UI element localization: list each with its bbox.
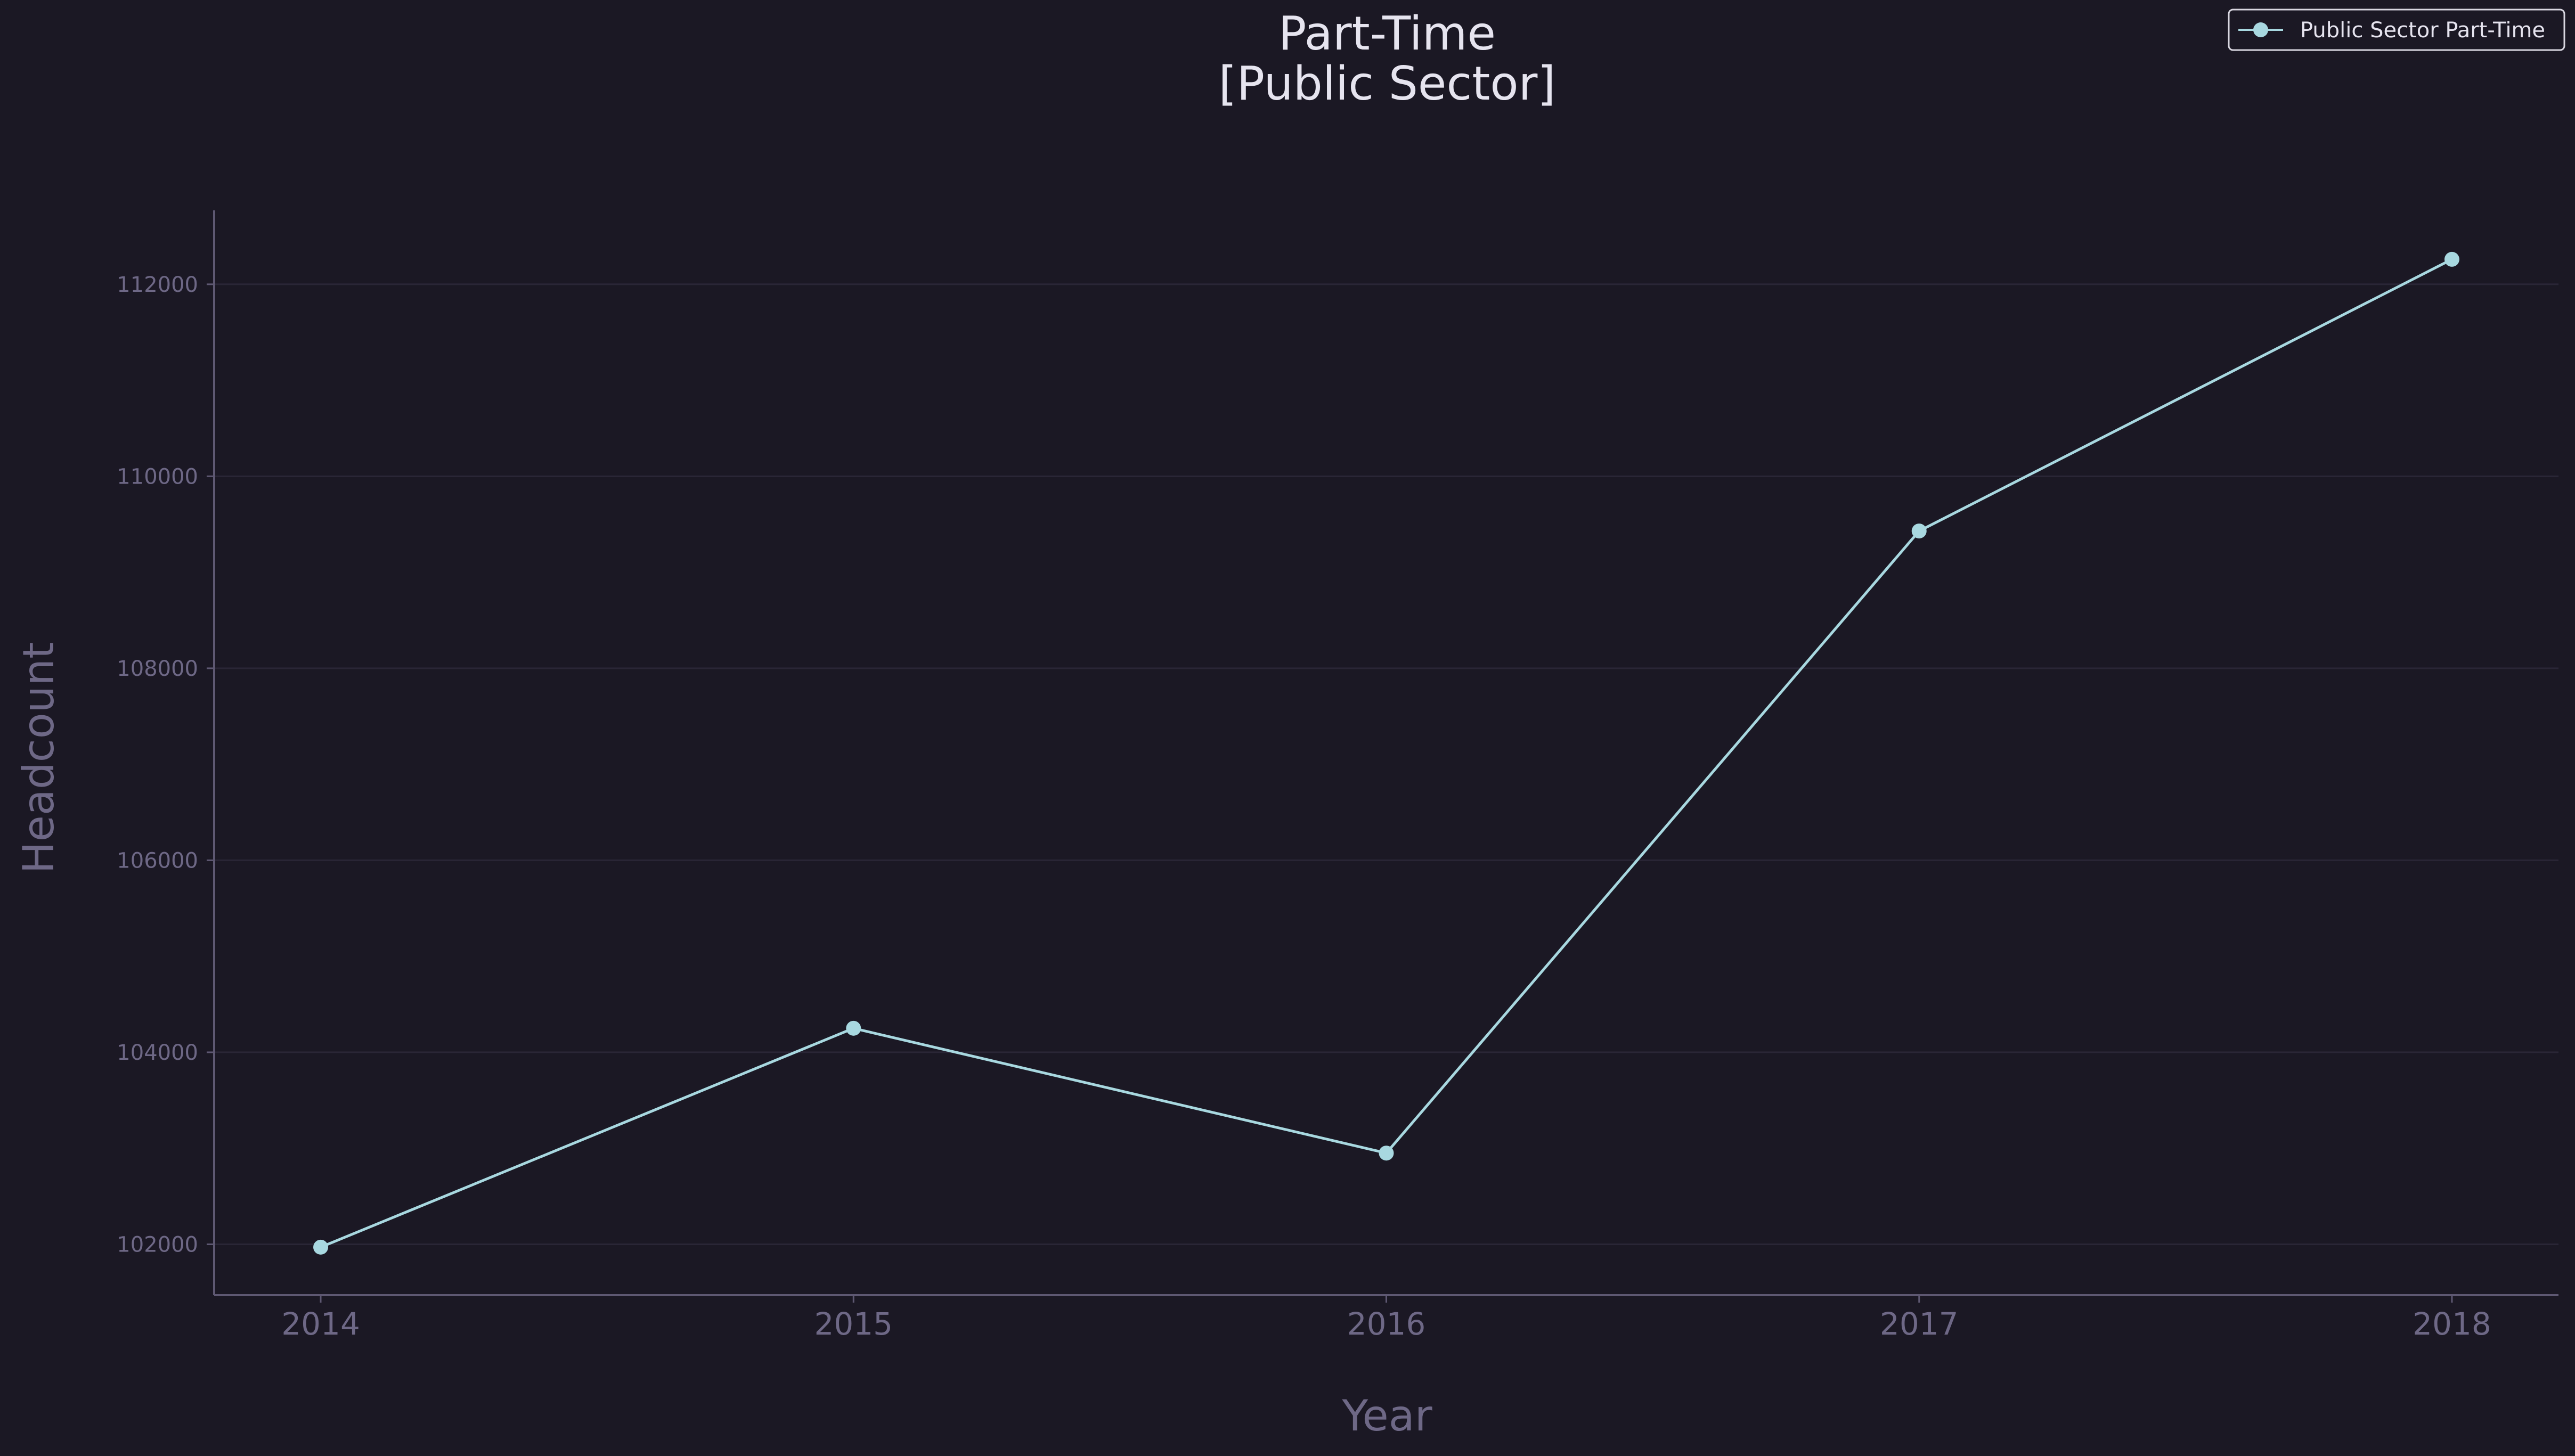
grid-lines [214,283,2558,1245]
y-axis-label: Headcount [14,642,63,874]
chart-title-line-1: Part-Time [1278,6,1496,61]
y-tick-label: 104000 [117,1041,198,1065]
x-tick-label: 2014 [281,1306,360,1342]
data-point [2444,251,2459,267]
legend-entry-public-sector-part-time: Public Sector Part-Time [2300,18,2545,43]
data-point [1911,523,1927,539]
y-tick-label: 108000 [117,657,198,681]
x-tick-labels: 2014 2015 2016 2017 2018 [281,1295,2491,1342]
y-tick-label: 106000 [117,848,198,873]
x-tick-label: 2017 [1880,1306,1959,1342]
legend-marker [2253,22,2268,37]
y-tick-label: 110000 [117,464,198,489]
chart-title-line-2: [Public Sector] [1219,56,1556,111]
y-tick-label: 102000 [117,1232,198,1257]
x-axis-label: Year [1341,1391,1432,1441]
x-tick-label: 2016 [1347,1306,1426,1342]
data-point [313,1239,329,1255]
y-tick-label: 112000 [117,273,198,297]
data-point [846,1020,861,1036]
x-tick-label: 2018 [2413,1306,2491,1342]
legend-box [2228,9,2565,51]
y-tick-labels: 102000 104000 106000 108000 110000 112000 [117,273,214,1257]
legend: Public Sector Part-Time [2228,9,2565,51]
series-layer [313,251,2459,1255]
x-tick-label: 2015 [814,1306,893,1342]
data-point [1379,1146,1394,1161]
